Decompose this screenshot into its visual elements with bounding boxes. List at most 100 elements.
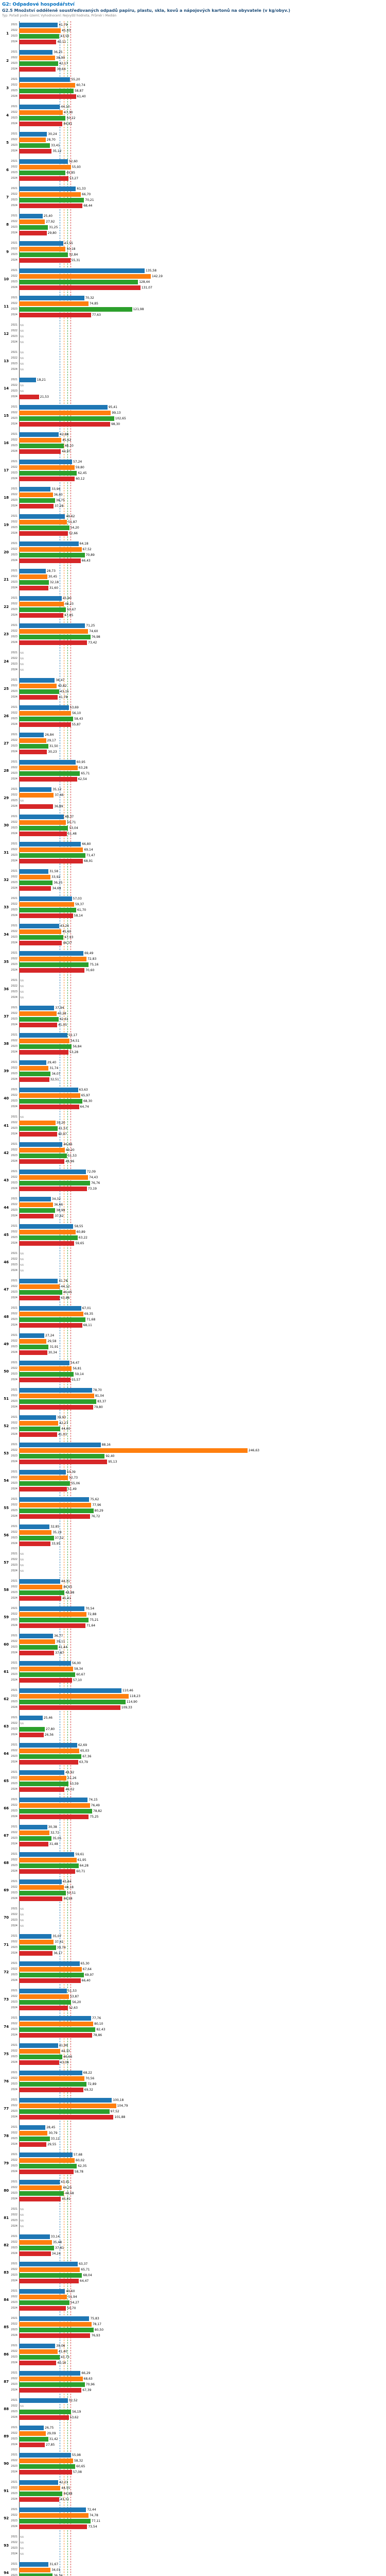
year-tick-label: 2023	[11, 881, 17, 884]
value-label: 34,07	[51, 1072, 61, 1076]
year-tick-label: 2023	[11, 908, 17, 911]
year-tick-label: 2023	[11, 581, 17, 584]
value-label: 74,60	[89, 630, 98, 633]
year-tick-label: 2022	[11, 1421, 17, 1425]
year-tick-label: 2021	[11, 2399, 17, 2402]
bar-row-2023: 2023 76,98	[10, 634, 384, 640]
value-label: 30,24	[48, 132, 57, 136]
group-number-label: 63	[4, 1724, 9, 1728]
value-label: 82,43	[96, 2028, 106, 2031]
bar-2021	[19, 2453, 71, 2458]
bar-2024	[19, 1896, 63, 1901]
bar-row-2023: 2023 NA	[10, 388, 384, 394]
bar-row-2024: 2024 43,09	[10, 2060, 384, 2065]
year-tick-label: 2021	[11, 324, 17, 327]
bar-2021	[19, 514, 65, 519]
value-label: 49,62	[66, 515, 75, 518]
bar-2021	[19, 705, 69, 710]
value-label: 63,79	[79, 1760, 88, 1764]
group-bars: 2021 37,94 2022 40,28 2023 42,61 2024 41,05	[10, 1005, 384, 1028]
bar-2024	[19, 1378, 71, 1382]
bar-row-2024: 2024 37,28	[10, 503, 384, 509]
year-tick-label: 2022	[11, 1913, 17, 1916]
chart-group-45: 45 2021 58,55 2022 60,89 2023 63,22 2024 59,65	[2, 1224, 384, 1246]
value-label: 104,79	[117, 2104, 128, 2108]
year-tick-label: 2022	[11, 1722, 17, 1725]
bar-2024	[19, 804, 54, 809]
year-tick-label: 2022	[11, 1367, 17, 1370]
year-tick-label: 2024	[11, 40, 17, 43]
bar-2022	[19, 766, 78, 770]
bar-row-2024: 2024 30,34	[10, 1350, 384, 1355]
group-number-label: 40	[4, 1096, 9, 1100]
bar-row-2024: 2024 73,54	[10, 2524, 384, 2530]
year-tick-label: 2022	[11, 384, 17, 387]
bar-2024	[19, 777, 77, 782]
chart-group-17: 17 2021 57,24 2022 59,80 2023 62,45 2024 60,12	[2, 459, 384, 482]
bar-row-2023: 2023 80,29	[10, 1508, 384, 1514]
value-label: 74,15	[89, 1798, 98, 1802]
bar-row-2022: 2022 40,28	[10, 1011, 384, 1016]
bar-row-2023: 2023 31,25	[10, 225, 384, 230]
bar-2021	[19, 1934, 52, 1939]
value-label: 43,09	[60, 2061, 69, 2064]
value-label: 29,58	[47, 1340, 57, 1343]
bar-row-2022: 2022 30,79	[10, 2130, 384, 2136]
bar-row-2021: 2021 62,69	[10, 1742, 384, 1748]
bar-2022	[19, 301, 89, 306]
year-tick-label: 2022	[11, 903, 17, 906]
bar-row-2022: 2022 74,85	[10, 301, 384, 307]
na-label: NA	[20, 351, 24, 354]
bar-row-2023: 2023 50,67	[10, 607, 384, 613]
bar-row-2021: 2021 44,10	[10, 104, 384, 110]
bar-row-2024: 2024 70,60	[10, 968, 384, 973]
year-tick-label: 2023	[11, 990, 17, 993]
bar-row-2021: 2021 32,85	[10, 1524, 384, 1530]
bar-row-2024: 2024 52,63	[10, 2005, 384, 2011]
chart-group-3: 3 2021 55,20 2022 60,74 2023 58,87 2024 61,40	[2, 77, 384, 99]
year-tick-label: 2023	[11, 226, 17, 229]
bar-2022	[19, 1776, 67, 1781]
bar-row-2022: 2022 67,52	[10, 547, 384, 552]
group-number-label: 9	[6, 250, 9, 254]
bar-row-2021: 2021 59,61	[10, 1852, 384, 1857]
group-bars: 2021 57,24 2022 59,80 2023 62,45 2024 60,12	[10, 459, 384, 482]
year-tick-label: 2024	[11, 286, 17, 289]
bar-2024	[19, 1705, 120, 1710]
bar-2021	[19, 1743, 77, 1748]
chart-group-67: 67 2021 30,38 2022 32,72 2023 35,05 2024 31,48	[2, 1824, 384, 1847]
year-tick-label: 2022	[11, 1995, 17, 1998]
bar-2024	[19, 395, 39, 399]
bar-row-2022: 2022 NA	[10, 2212, 384, 2218]
value-label: 65,03	[80, 1749, 90, 1753]
bar-2022	[19, 219, 45, 224]
value-label: 53,28	[69, 1050, 79, 1054]
bar-row-2024: 2024 NA	[10, 367, 384, 372]
year-tick-label: 2021	[11, 296, 17, 299]
bar-2024	[19, 477, 75, 481]
value-label: 55,20	[71, 78, 80, 81]
group-number-label: 55	[4, 1506, 9, 1510]
year-tick-label: 2024	[11, 1870, 17, 1873]
bar-row-2024: 2024 60,71	[10, 1869, 384, 1874]
year-tick-label: 2024	[11, 341, 17, 344]
value-label: 69,49	[84, 952, 94, 955]
bar-row-2021: 2021 52,60	[10, 159, 384, 164]
bar-2021	[19, 1333, 45, 1338]
chart-group-74: 74 2021 77,76 2022 80,10 2023 82,43 2024 78,86	[2, 2015, 384, 2038]
bar-row-2023: 2023 46,45	[10, 1290, 384, 1295]
bar-row-2023: 2023 72,89	[10, 2081, 384, 2087]
group-bars: 2021 44,10 2022 47,30 2023 50,22 2024 46,81	[10, 104, 384, 127]
bar-2022	[19, 820, 66, 825]
bar-row-2024: 2024 48,96	[10, 1159, 384, 1164]
bar-2023	[19, 2464, 76, 2469]
value-label: 64,74	[80, 1105, 89, 1109]
group-bars: 2021 52,60 2022 55,93 2023 49,85 2024 53,27	[10, 159, 384, 181]
value-label: 44,97	[61, 450, 71, 453]
year-tick-label: 2021	[11, 651, 17, 654]
bar-row-2022: 2022 72,83	[10, 956, 384, 962]
year-tick-label: 2021	[11, 487, 17, 490]
year-tick-label: 2024	[11, 2115, 17, 2119]
bar-row-2022: 2022 76,49	[10, 1803, 384, 1808]
group-bars: 2021 75,62 2022 77,96 2023 80,29 2024 76,72	[10, 1497, 384, 1519]
